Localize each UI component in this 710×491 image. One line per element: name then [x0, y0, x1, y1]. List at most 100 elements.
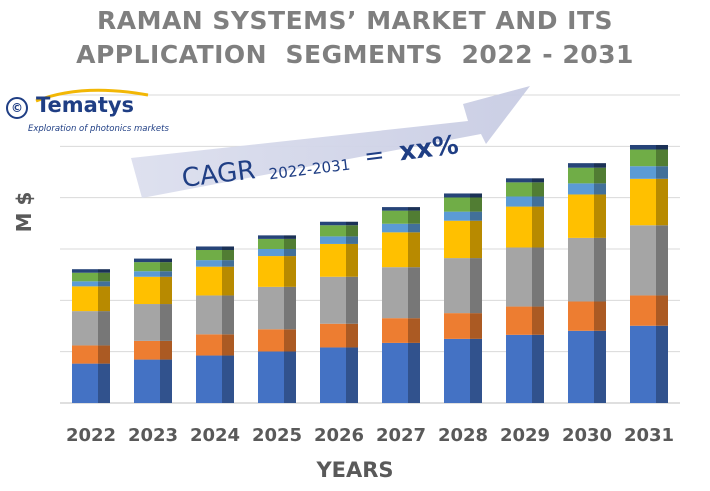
x-tick-label: 2031 [624, 425, 674, 446]
bar-segment-side [408, 267, 420, 319]
bar-segment [72, 311, 98, 346]
bar-segment-side [656, 295, 668, 326]
cagr-value: xx% [397, 130, 460, 167]
bar-segment-side [532, 196, 544, 207]
bar-segment [258, 329, 284, 352]
bar-segment [630, 178, 656, 226]
bar-segment [134, 340, 160, 360]
bar-segment-side [408, 223, 420, 233]
bar-segment-side [160, 271, 172, 277]
bar-segment-side [284, 329, 296, 352]
bar-segment-side [470, 211, 482, 221]
bar-segment [196, 355, 222, 403]
bar-segment [258, 249, 284, 257]
bar-segment [630, 149, 656, 167]
bar-segment [382, 210, 408, 224]
bar-segment-side [98, 272, 110, 282]
bar-segment-side [532, 206, 544, 248]
bar-segment-side [160, 359, 172, 403]
bar-segment [72, 345, 98, 364]
bar-segment-side [656, 149, 668, 167]
bar-segment-side [594, 194, 606, 238]
bar-segment-side [160, 262, 172, 272]
bar-segment [134, 271, 160, 277]
bar-segment [568, 237, 594, 302]
bar-segment-side [222, 260, 234, 267]
x-tick-label: 2027 [376, 425, 426, 446]
bar-segment-side [470, 258, 482, 314]
bar-segment-side [284, 351, 296, 403]
bar-segment-side [98, 345, 110, 364]
bar-segment [196, 334, 222, 356]
bar-segment-side [346, 236, 358, 244]
bar-segment-side [594, 301, 606, 331]
bar-segment-side [532, 306, 544, 335]
bar-segment-side [222, 295, 234, 335]
bar-segment [258, 238, 284, 249]
bar-segment [134, 359, 160, 403]
bar-segment-side [284, 235, 296, 239]
bar-segment [382, 223, 408, 233]
bar-segment [568, 167, 594, 184]
bar-segment [72, 363, 98, 403]
bar-segment-side [408, 207, 420, 211]
x-tick-label: 2028 [438, 425, 488, 446]
bar-segment-side [594, 167, 606, 184]
bar-segment-side [160, 258, 172, 263]
bar-segment [72, 281, 98, 287]
bar-segment-side [656, 325, 668, 403]
bar-series [72, 144, 668, 403]
bar-segment [320, 236, 346, 244]
bar-segment [134, 276, 160, 305]
bar-segment-side [656, 144, 668, 150]
bar-segment-side [408, 232, 420, 268]
logo-tagline: Exploration of photonics markets [28, 124, 169, 134]
bar-segment [630, 225, 656, 296]
bar-segment [444, 211, 470, 221]
bar-segment [506, 182, 532, 197]
bar-segment [382, 342, 408, 403]
bar-segment-side [470, 313, 482, 339]
bar-segment-side [98, 311, 110, 346]
bar-segment-side [532, 247, 544, 307]
bar-segment-side [222, 355, 234, 403]
bar-segment [134, 258, 160, 263]
bar-segment-side [470, 193, 482, 198]
bar-segment-side [160, 340, 172, 360]
bar-segment [196, 295, 222, 335]
bar-segment [258, 235, 284, 239]
bar-segment-side [470, 338, 482, 403]
bar-segment [506, 247, 532, 307]
chart-title-line-1: RAMAN SYSTEMS’ MARKET AND ITS [96, 6, 614, 35]
bar-segment [382, 318, 408, 343]
bar-segment [568, 301, 594, 331]
bar-segment-side [408, 342, 420, 403]
logo-swoosh-icon [35, 88, 149, 103]
bar-segment-side [222, 334, 234, 356]
bar-segment-side [532, 182, 544, 197]
bar-segment [382, 207, 408, 211]
bar-segment-side [160, 304, 172, 341]
copyright-symbol: © [6, 97, 28, 119]
x-tick-label: 2022 [66, 425, 116, 446]
bar-segment [506, 306, 532, 335]
bar-segment-side [346, 221, 358, 226]
bar-segment-side [98, 281, 110, 287]
bar-segment-side [160, 276, 172, 305]
bar-segment-side [470, 220, 482, 259]
bar-segment [382, 267, 408, 319]
bar-segment [444, 197, 470, 212]
bar-segment [568, 194, 594, 238]
bar-segment [444, 220, 470, 259]
bar-segment [72, 269, 98, 273]
bar-segment-side [98, 363, 110, 403]
bar-segment-side [594, 330, 606, 403]
cagr-arrow-shape [131, 86, 530, 198]
x-tick-label: 2024 [190, 425, 240, 446]
bar-segment-side [98, 286, 110, 312]
tematys-logo: © Tematys Exploration of photonics marke… [6, 88, 176, 141]
bar-segment [568, 330, 594, 403]
bar-segment-side [284, 256, 296, 287]
x-axis-tick-labels: 2022 2023 2024 2025 2026 2027 2028 2029 2030 2031 [66, 425, 674, 446]
bar-segment [196, 246, 222, 251]
